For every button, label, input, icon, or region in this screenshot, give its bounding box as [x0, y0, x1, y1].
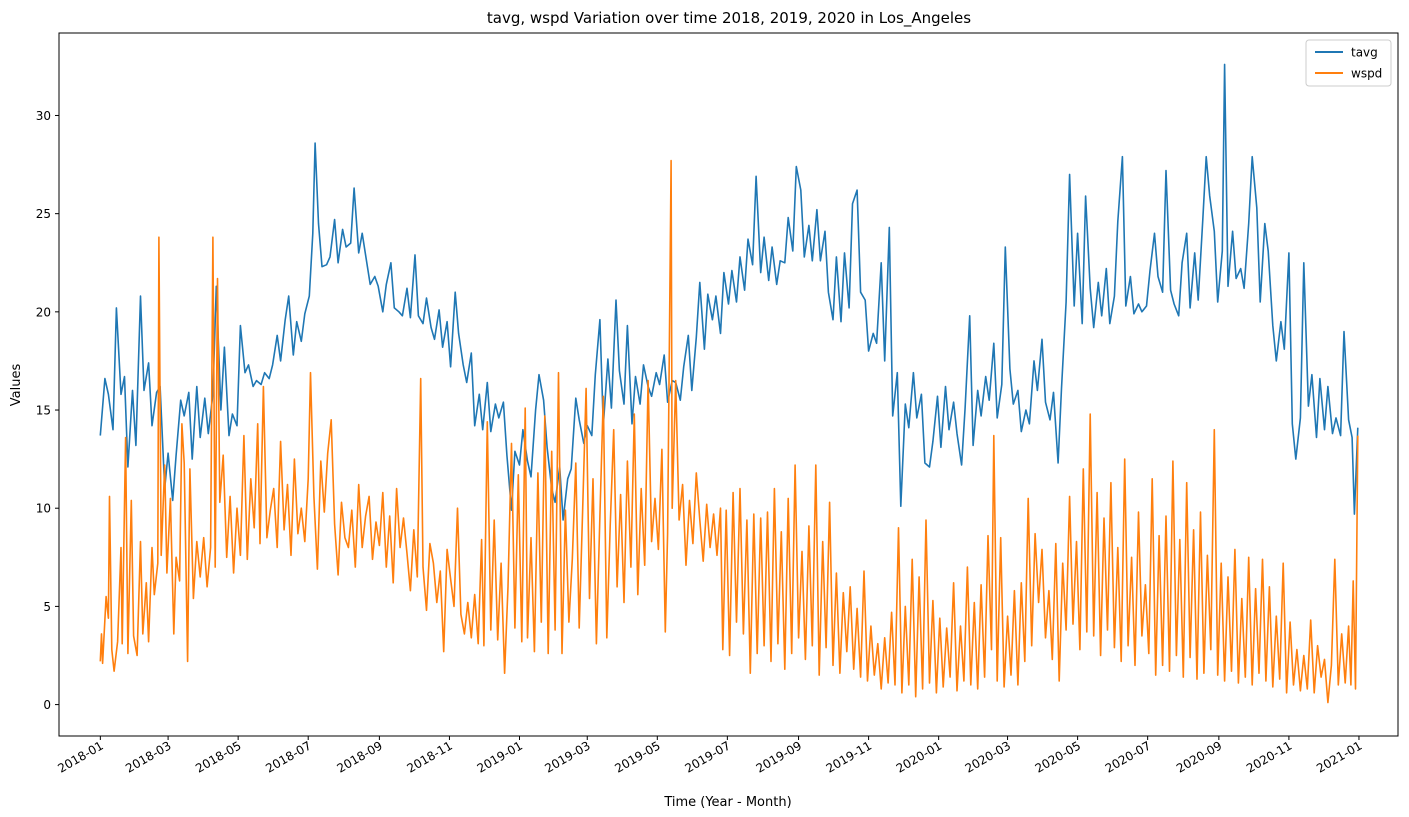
x-axis-label: Time (Year - Month) [663, 795, 791, 810]
series-line-tavg [99, 63, 1359, 521]
y-tick-label: 10 [36, 502, 51, 516]
y-axis: 0 5 10 15 20 25 30 [36, 109, 59, 712]
y-tick-label: 25 [36, 207, 51, 221]
y-tick-label: 5 [43, 600, 51, 614]
y-tick-label: 30 [36, 109, 51, 123]
y-tick-label: 15 [36, 404, 51, 418]
y-tick-label: 20 [36, 305, 51, 319]
legend-label-wspd: wspd [1351, 67, 1382, 81]
plot-area [99, 63, 1359, 704]
y-tick-label: 0 [43, 698, 51, 712]
chart-title: tavg, wspd Variation over time 2018, 201… [487, 9, 971, 28]
plot-frame [58, 32, 1399, 737]
y-axis-label: Values [9, 364, 24, 407]
legend: tavg wspd [1305, 39, 1392, 87]
series-line-wspd [99, 159, 1359, 704]
legend-label-tavg: tavg [1351, 46, 1378, 60]
